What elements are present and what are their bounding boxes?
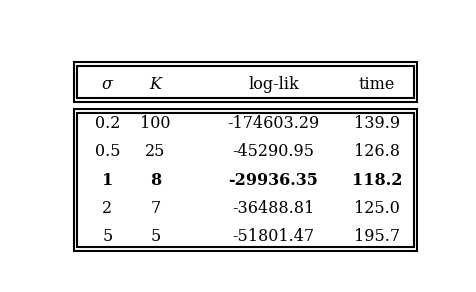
Text: 126.8: 126.8 [354,143,400,160]
Text: time: time [358,76,395,93]
Text: -174603.29: -174603.29 [228,115,319,132]
Bar [74,109,417,251]
Text: 2: 2 [102,200,112,217]
Text: -29936.35: -29936.35 [228,172,318,189]
Text: 5: 5 [102,228,113,245]
Text: 0.2: 0.2 [95,115,120,132]
Text: σ: σ [102,76,113,93]
Text: -45290.95: -45290.95 [232,143,315,160]
Text: -36488.81: -36488.81 [232,200,315,217]
Text: 5: 5 [150,228,160,245]
Bar [77,113,415,247]
Text: 139.9: 139.9 [354,115,400,132]
Text: 125.0: 125.0 [354,200,400,217]
Text: K: K [149,76,161,93]
Text: -51801.47: -51801.47 [232,228,315,245]
Text: 8: 8 [150,172,161,189]
Bar [77,66,415,98]
Text: 100: 100 [140,115,171,132]
Text: 118.2: 118.2 [351,172,402,189]
Text: 25: 25 [145,143,166,160]
Text: 7: 7 [150,200,160,217]
Text: 1: 1 [102,172,113,189]
Bar [74,62,417,102]
Text: 195.7: 195.7 [354,228,400,245]
Text: log-lik: log-lik [248,76,299,93]
Text: 0.5: 0.5 [95,143,120,160]
